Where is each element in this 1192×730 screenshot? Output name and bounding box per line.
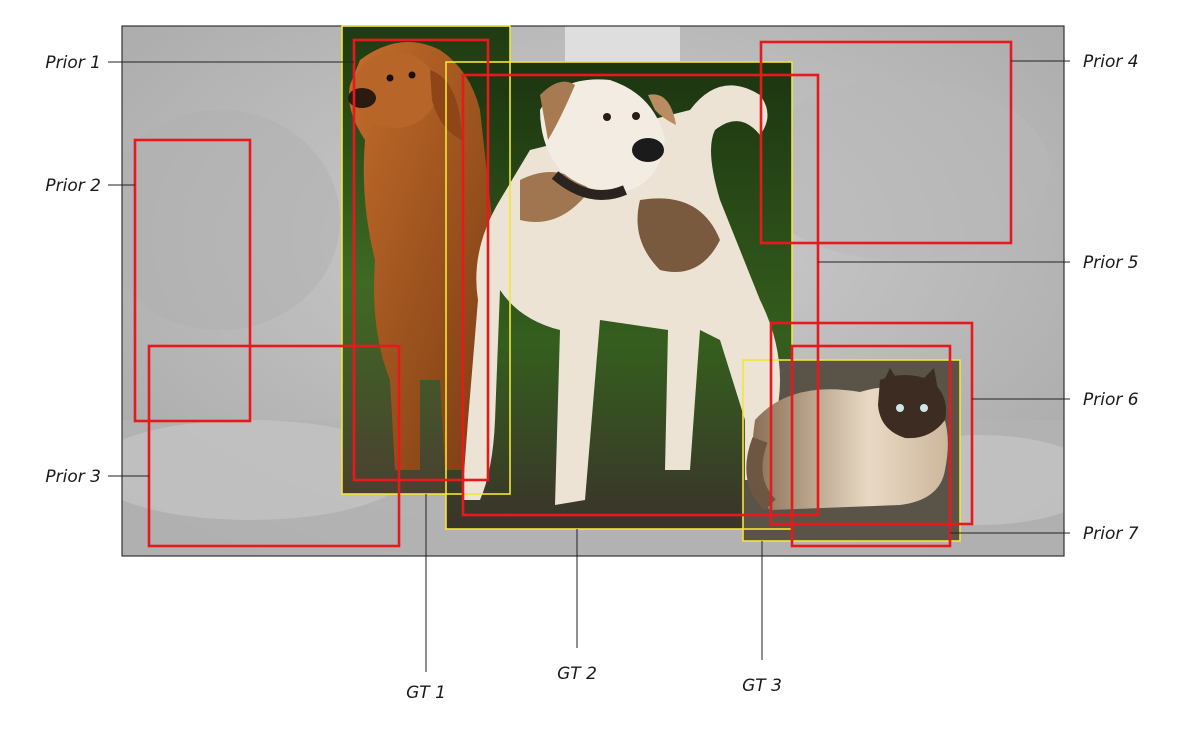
prior-6-label: Prior 6 — [1083, 390, 1139, 410]
prior-5-label: Prior 5 — [1083, 253, 1139, 273]
gt-box-2 — [445, 61, 793, 530]
labels: Prior 1 Prior 2 Prior 3 Prior 4 Prior 5 … — [45, 52, 1138, 703]
prior-box-6 — [769, 321, 974, 526]
prior-box-5 — [461, 73, 820, 517]
photo — [122, 26, 1064, 556]
prior-4-label: Prior 4 — [1083, 52, 1139, 72]
photo-border — [121, 25, 1065, 557]
gt-1-label: GT 1 — [406, 683, 446, 703]
leader-lines — [108, 60, 1070, 672]
prior-box-1 — [352, 38, 490, 482]
himalayan-cat — [746, 368, 948, 511]
prior-box-2 — [133, 138, 252, 423]
prior-2-label: Prior 2 — [45, 176, 101, 196]
prior-3-label: Prior 3 — [45, 467, 101, 487]
white-dog — [462, 79, 780, 505]
gt-2-label: GT 2 — [557, 664, 597, 684]
prior-box-7 — [790, 344, 952, 548]
gt-3-label: GT 3 — [742, 676, 782, 696]
prior-boxes — [133, 38, 1013, 548]
prior-7-label: Prior 7 — [1083, 524, 1139, 544]
prior-box-3 — [147, 344, 401, 548]
prior-box-4 — [759, 40, 1013, 245]
golden-retriever — [348, 42, 494, 470]
gt-box-3 — [742, 359, 961, 542]
prior-1-label: Prior 1 — [45, 53, 101, 73]
gt-boxes — [341, 25, 961, 542]
